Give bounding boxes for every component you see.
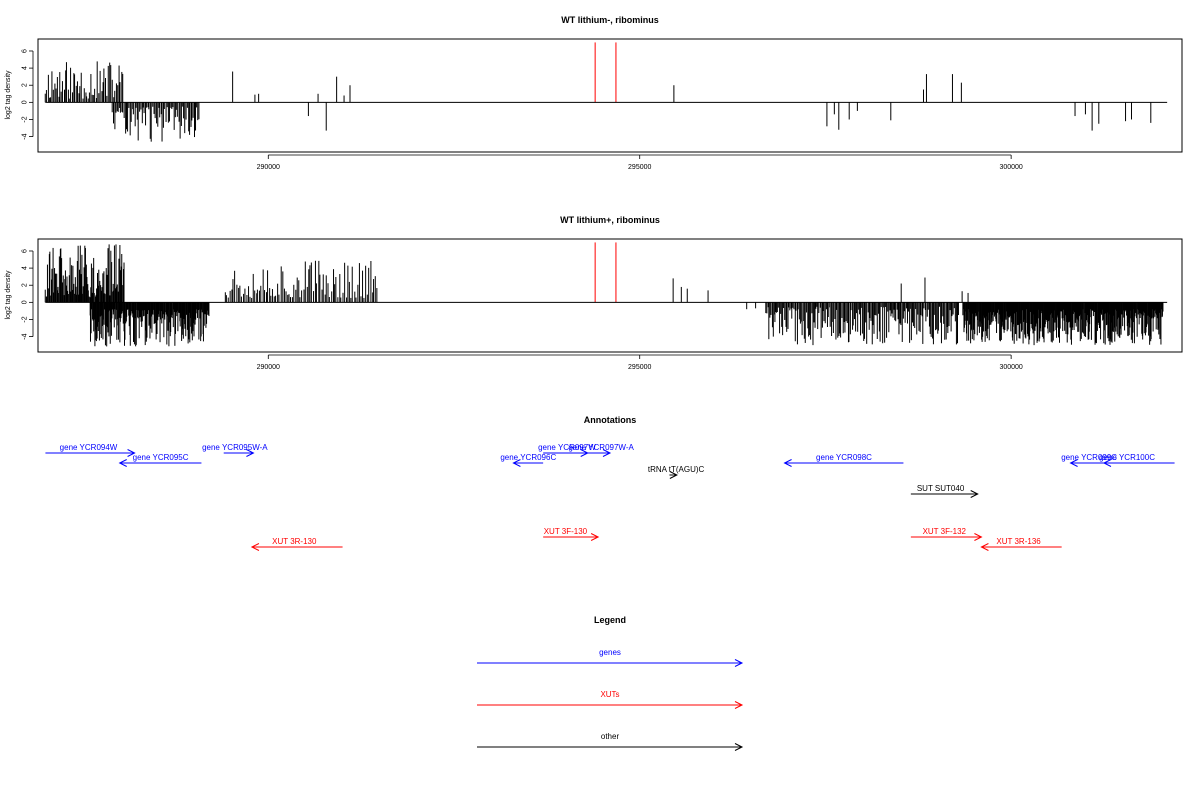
- legend-items: genes XUTs other: [477, 648, 744, 751]
- legend-arrow: [477, 659, 744, 667]
- annotation-arrow: [118, 459, 202, 467]
- legend: Legend genes XUTs other: [477, 615, 744, 751]
- annotation-label: gene YCR100C: [1099, 453, 1155, 462]
- y-tick-label: 4: [22, 266, 29, 270]
- x-axis: 290000 295000 300000: [257, 354, 1023, 371]
- y-tick-label: 4: [22, 66, 29, 70]
- annotation-label: gene YCR095W-A: [202, 443, 268, 452]
- y-tick-label: -4: [22, 333, 29, 339]
- y-axis: -4 -2 0 2 4 6: [22, 249, 34, 340]
- annotations-title: Annotations: [584, 415, 637, 425]
- coverage-panel-lithium-plus: WT lithium+, ribominus log2 tag density …: [5, 215, 1183, 371]
- annotation-arrow: [223, 449, 255, 457]
- annotation-arrow: [783, 459, 904, 467]
- annotation-arrow: [250, 543, 343, 551]
- annotation-label: gene YCR098C: [816, 453, 872, 462]
- y-axis-label: log2 tag density: [5, 270, 12, 320]
- annotation-arrow: [543, 533, 600, 541]
- annotation-arrow: [512, 459, 544, 467]
- y-tick-label: -2: [22, 316, 29, 322]
- legend-arrow: [477, 701, 744, 709]
- y-tick-label: 2: [22, 283, 29, 287]
- plot-frame: [37, 238, 1183, 353]
- annotation-arrow: [980, 543, 1062, 551]
- x-tick-label: 300000: [999, 164, 1022, 171]
- y-tick-label: 0: [22, 100, 29, 104]
- y-tick-label: 0: [22, 300, 29, 304]
- annotation-arrow: [910, 490, 979, 498]
- legend-label: other: [601, 732, 620, 741]
- annotation-arrow: [669, 471, 678, 479]
- annotation-arrow: [587, 449, 612, 457]
- annotation-arrow: [1102, 459, 1175, 467]
- y-tick-label: -2: [22, 116, 29, 122]
- y-tick-label: 2: [22, 83, 29, 87]
- y-axis: -4 -2 0 2 4 6: [22, 49, 34, 140]
- annotation-arrow: [45, 449, 136, 457]
- plot-frame: [37, 38, 1183, 153]
- x-tick-label: 295000: [628, 364, 651, 371]
- annotation-label: tRNA tT(AGU)C: [648, 465, 705, 474]
- annotation-label: XUT 3R-136: [996, 537, 1041, 546]
- annotation-label: gene YCR097W: [538, 443, 596, 452]
- annotation-label: XUT 3R-130: [272, 537, 317, 546]
- panel-title: WT lithium+, ribominus: [560, 215, 660, 225]
- annotation-arrow: [910, 533, 983, 541]
- legend-label: genes: [599, 648, 621, 657]
- marker-lines: [594, 242, 617, 303]
- y-tick-label: -4: [22, 133, 29, 139]
- panel-title: WT lithium-, ribominus: [561, 15, 659, 25]
- y-tick-label: 6: [22, 49, 29, 53]
- annotation-label: gene YCR096C: [500, 453, 556, 462]
- marker-lines: [594, 42, 617, 103]
- annotation-label: gene YCR094W: [60, 443, 118, 452]
- coverage-panel-lithium-minus: WT lithium-, ribominus log2 tag density …: [5, 15, 1183, 171]
- legend-arrow: [477, 743, 744, 751]
- legend-label: XUTs: [600, 690, 619, 699]
- x-tick-label: 290000: [257, 164, 280, 171]
- coverage-bars: [44, 244, 1164, 347]
- y-tick-label: 6: [22, 249, 29, 253]
- annotation-label: gene YCR099C: [1061, 453, 1117, 462]
- annotation-arrow: [1069, 459, 1108, 467]
- annotation-label: XUT 3F-132: [923, 527, 967, 536]
- coverage-bars: [44, 61, 1152, 142]
- annotation-label: gene YCR095C: [133, 453, 189, 462]
- y-axis-label: log2 tag density: [5, 70, 12, 120]
- x-tick-label: 290000: [257, 364, 280, 371]
- annotation-arrow: [543, 449, 589, 457]
- annotation-label: XUT 3F-130: [544, 527, 588, 536]
- x-tick-label: 295000: [628, 164, 651, 171]
- annotation-items: gene YCR094W gene YCR095C gene YCR095W-A ge…: [45, 443, 1175, 551]
- x-tick-label: 300000: [999, 364, 1022, 371]
- annotation-label: gene YCR097W-A: [568, 443, 634, 452]
- legend-title: Legend: [594, 615, 626, 625]
- x-axis: 290000 295000 300000: [257, 154, 1023, 171]
- annotation-label: SUT SUT040: [917, 484, 965, 493]
